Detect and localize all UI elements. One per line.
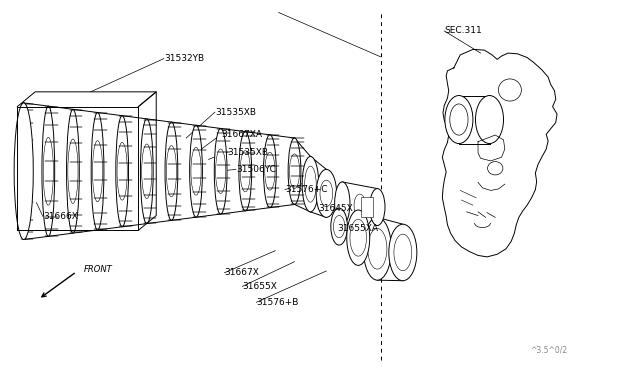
Ellipse shape bbox=[445, 96, 473, 144]
Ellipse shape bbox=[17, 103, 30, 240]
Ellipse shape bbox=[67, 109, 79, 233]
Ellipse shape bbox=[320, 180, 333, 206]
Ellipse shape bbox=[354, 194, 365, 216]
Text: 31645X: 31645X bbox=[318, 203, 353, 213]
Ellipse shape bbox=[239, 132, 252, 211]
Text: 31535XB: 31535XB bbox=[215, 108, 256, 117]
Bar bbox=[361, 197, 372, 217]
Ellipse shape bbox=[68, 139, 78, 203]
Ellipse shape bbox=[389, 224, 417, 281]
Text: 31535XB: 31535XB bbox=[228, 148, 269, 157]
Ellipse shape bbox=[302, 157, 319, 212]
Ellipse shape bbox=[166, 146, 177, 197]
Ellipse shape bbox=[189, 125, 202, 217]
Ellipse shape bbox=[165, 122, 178, 220]
Ellipse shape bbox=[141, 144, 152, 198]
Text: 31655XA: 31655XA bbox=[337, 224, 378, 233]
Text: 31655X: 31655X bbox=[243, 282, 277, 291]
Ellipse shape bbox=[214, 128, 227, 214]
Ellipse shape bbox=[116, 116, 129, 227]
Text: 31576+B: 31576+B bbox=[256, 298, 299, 307]
Text: 31667X: 31667X bbox=[225, 268, 259, 277]
Ellipse shape bbox=[364, 217, 392, 280]
Text: ^3.5^0/2: ^3.5^0/2 bbox=[531, 346, 568, 355]
Text: 31506YC: 31506YC bbox=[236, 165, 276, 174]
Ellipse shape bbox=[14, 103, 33, 240]
Ellipse shape bbox=[19, 136, 29, 207]
Ellipse shape bbox=[335, 182, 350, 225]
Ellipse shape bbox=[265, 152, 275, 190]
Text: 31666X: 31666X bbox=[43, 212, 77, 221]
Ellipse shape bbox=[350, 219, 367, 256]
Ellipse shape bbox=[240, 151, 250, 192]
Ellipse shape bbox=[288, 138, 301, 205]
Ellipse shape bbox=[331, 208, 348, 245]
Ellipse shape bbox=[117, 142, 127, 200]
Ellipse shape bbox=[333, 215, 345, 238]
Ellipse shape bbox=[91, 112, 104, 230]
Ellipse shape bbox=[394, 234, 412, 271]
Ellipse shape bbox=[488, 161, 503, 175]
Text: 31532YB: 31532YB bbox=[164, 54, 204, 63]
Ellipse shape bbox=[289, 154, 300, 189]
Ellipse shape bbox=[370, 189, 385, 225]
Text: FRONT: FRONT bbox=[84, 264, 113, 273]
Ellipse shape bbox=[42, 106, 54, 236]
Ellipse shape bbox=[305, 166, 316, 202]
Ellipse shape bbox=[264, 135, 276, 208]
Text: 31576+C: 31576+C bbox=[285, 185, 328, 194]
Ellipse shape bbox=[347, 210, 370, 265]
Ellipse shape bbox=[216, 149, 226, 193]
Ellipse shape bbox=[316, 169, 337, 217]
Ellipse shape bbox=[191, 147, 201, 195]
Ellipse shape bbox=[476, 96, 504, 144]
Ellipse shape bbox=[499, 79, 522, 101]
Text: 31667XA: 31667XA bbox=[221, 130, 262, 139]
Ellipse shape bbox=[92, 141, 102, 202]
Ellipse shape bbox=[368, 228, 387, 269]
Ellipse shape bbox=[44, 137, 53, 205]
Ellipse shape bbox=[140, 119, 153, 224]
Ellipse shape bbox=[450, 104, 468, 135]
Text: SEC.311: SEC.311 bbox=[444, 26, 482, 35]
